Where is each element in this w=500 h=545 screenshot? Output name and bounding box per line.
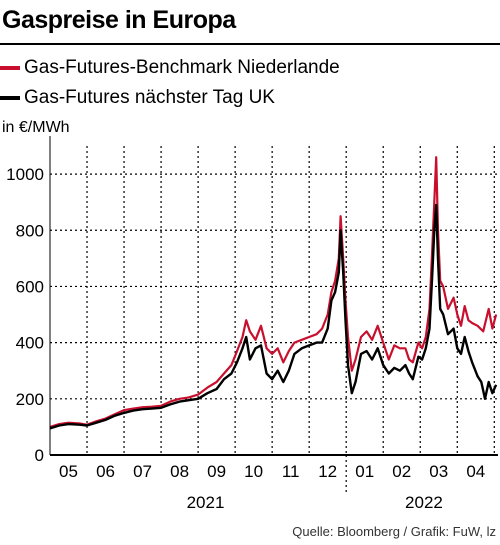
series-line-1 (49, 203, 498, 430)
y-tick-label-200: 200 (16, 390, 44, 409)
x-tick-label-04: 04 (466, 462, 485, 481)
legend-swatch-black (0, 96, 20, 100)
x-tick-label-09: 09 (207, 462, 226, 481)
legend-label-netherlands: Gas-Futures-Benchmark Niederlande (24, 57, 340, 78)
legend-swatch-red (0, 66, 20, 70)
legend-item-uk: Gas-Futures nächster Tag UK (0, 87, 275, 109)
y-tick-label-600: 600 (16, 277, 44, 296)
x-tick-label-12: 12 (318, 462, 337, 481)
legend-item-netherlands: Gas-Futures-Benchmark Niederlande (0, 57, 340, 79)
chart-title: Gaspreise in Europa (2, 6, 236, 34)
title-rule (0, 43, 500, 45)
y-tick-label-800: 800 (16, 221, 44, 240)
x-tick-label-05: 05 (59, 462, 78, 481)
y-tick-label-1000: 1000 (6, 165, 44, 184)
y-tick-label-0: 0 (35, 446, 44, 465)
x-tick-label-08: 08 (170, 462, 189, 481)
x-tick-label-01: 01 (355, 462, 374, 481)
x-tick-label-11: 11 (282, 462, 300, 481)
legend-label-uk: Gas-Futures nächster Tag UK (24, 87, 275, 108)
y-axis-unit-label: in €/MWh (2, 119, 70, 136)
x-tick-label-10: 10 (244, 462, 263, 481)
source-note: Quelle: Bloomberg / Grafik: FuW, lz (292, 524, 496, 539)
y-tick-label-400: 400 (16, 334, 44, 353)
x-tick-label-02: 02 (392, 462, 411, 481)
x-tick-label-07: 07 (133, 462, 152, 481)
year-label-2021: 2021 (187, 493, 225, 512)
x-tick-label-06: 06 (96, 462, 115, 481)
year-label-2022: 2022 (405, 493, 443, 512)
series-line-0 (49, 156, 498, 428)
x-tick-label-03: 03 (429, 462, 448, 481)
